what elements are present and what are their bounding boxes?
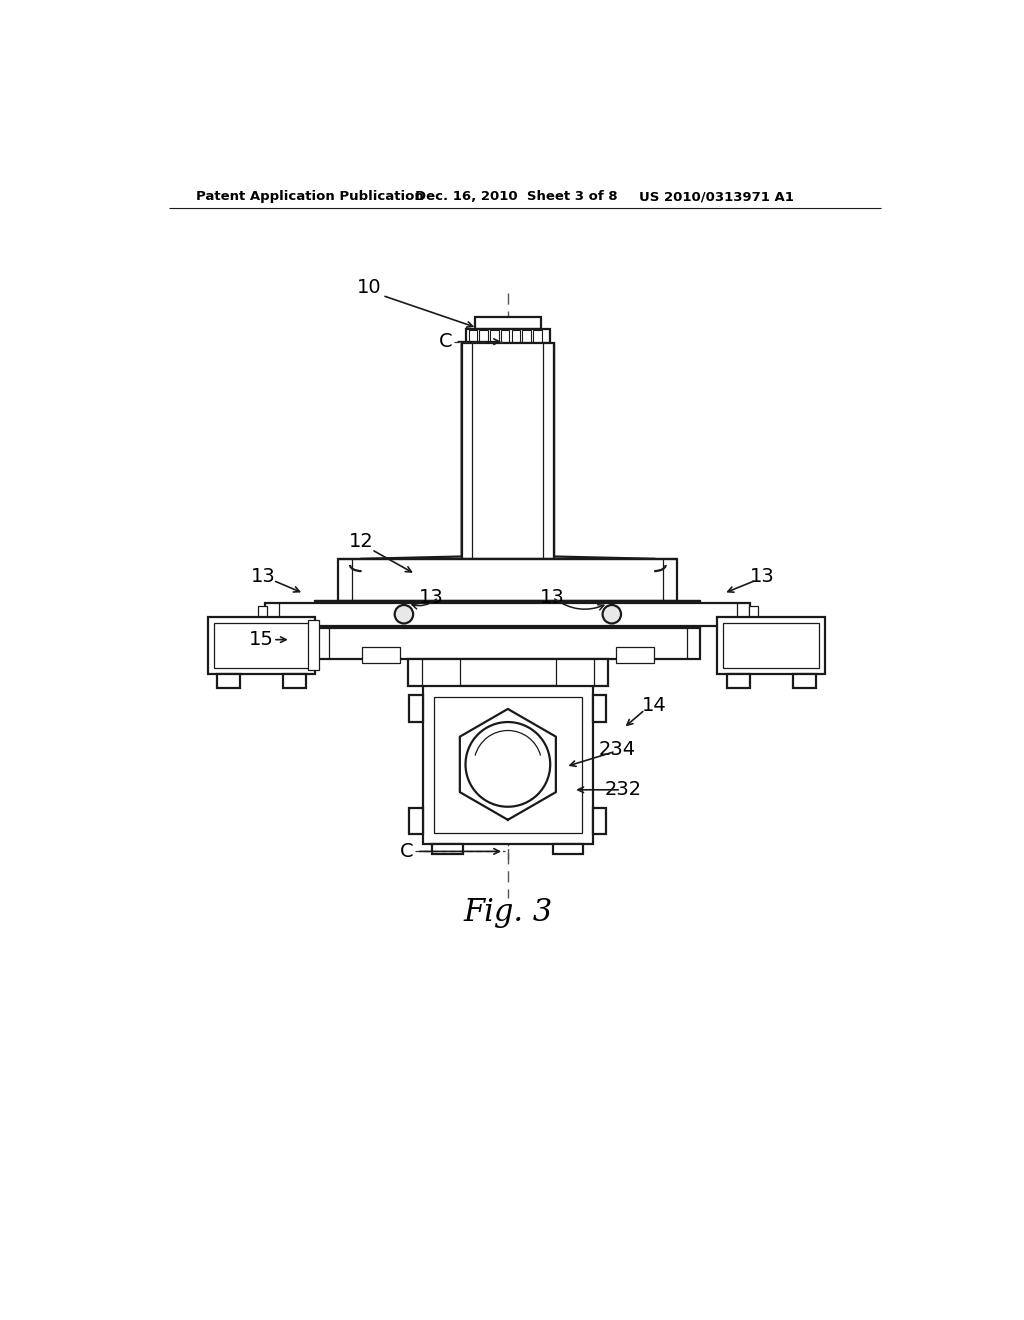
Circle shape xyxy=(602,605,621,623)
Bar xyxy=(399,610,409,619)
Text: US 2010/0313971 A1: US 2010/0313971 A1 xyxy=(639,190,794,203)
Text: C: C xyxy=(400,842,414,861)
Circle shape xyxy=(394,605,413,623)
Bar xyxy=(469,330,477,342)
Bar xyxy=(315,601,700,628)
Bar xyxy=(512,330,520,342)
Bar xyxy=(217,675,240,688)
Text: 10: 10 xyxy=(357,279,382,297)
Bar xyxy=(214,623,309,668)
Text: 13: 13 xyxy=(251,568,275,586)
Bar xyxy=(475,317,541,330)
Bar xyxy=(556,659,594,686)
Bar xyxy=(432,843,463,854)
Bar xyxy=(361,647,400,663)
Text: 14: 14 xyxy=(642,696,667,714)
Text: Fig. 3: Fig. 3 xyxy=(463,898,553,928)
Bar xyxy=(490,330,499,342)
Text: 232: 232 xyxy=(605,780,642,800)
Bar xyxy=(793,675,816,688)
Bar xyxy=(208,616,315,675)
Text: 15: 15 xyxy=(249,630,273,649)
Bar xyxy=(724,623,819,668)
Bar xyxy=(607,610,616,619)
Bar xyxy=(553,843,584,854)
Bar xyxy=(479,330,487,342)
Bar xyxy=(283,675,306,688)
Bar xyxy=(593,696,606,722)
Bar xyxy=(408,659,608,686)
Bar xyxy=(534,330,542,342)
Text: 234: 234 xyxy=(599,741,636,759)
Text: 13: 13 xyxy=(540,587,565,607)
Bar xyxy=(410,808,423,834)
Text: 13: 13 xyxy=(750,568,774,586)
Bar xyxy=(466,330,550,343)
Bar xyxy=(717,616,825,675)
Bar xyxy=(501,330,509,342)
Text: Dec. 16, 2010  Sheet 3 of 8: Dec. 16, 2010 Sheet 3 of 8 xyxy=(416,190,618,203)
Bar xyxy=(422,659,460,686)
Text: 13: 13 xyxy=(419,587,443,607)
Bar xyxy=(315,628,700,659)
Bar xyxy=(727,675,750,688)
Bar xyxy=(258,606,267,623)
Bar xyxy=(434,697,582,833)
Bar xyxy=(615,647,654,663)
Text: C: C xyxy=(439,333,453,351)
Bar xyxy=(410,696,423,722)
Bar xyxy=(462,343,554,558)
Bar xyxy=(522,330,531,342)
Text: 12: 12 xyxy=(349,532,374,552)
Bar xyxy=(307,620,319,671)
Bar xyxy=(423,686,593,843)
Bar xyxy=(749,606,758,623)
Bar xyxy=(265,603,751,626)
Text: Patent Application Publication: Patent Application Publication xyxy=(196,190,424,203)
Bar xyxy=(593,808,606,834)
Bar xyxy=(339,558,677,601)
